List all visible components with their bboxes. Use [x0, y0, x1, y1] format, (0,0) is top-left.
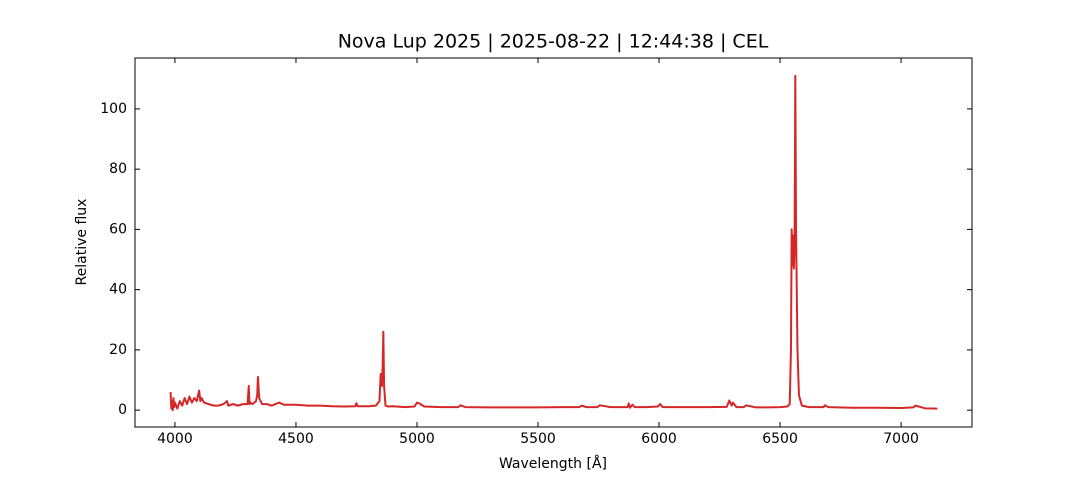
x-tick-label: 4000 — [157, 431, 193, 447]
x-axis-label: Wavelength [Å] — [499, 455, 607, 472]
x-tick-label: 6000 — [641, 431, 677, 447]
spectrum-line — [169, 74, 938, 412]
x-tick-label: 5500 — [520, 431, 556, 447]
x-tick-label: 5000 — [399, 431, 435, 447]
chart-title: Nova Lup 2025 | 2025-08-22 | 12:44:38 | … — [338, 31, 769, 53]
x-tick-label: 7000 — [883, 431, 919, 447]
y-tick-label: 60 — [109, 221, 127, 237]
x-tick-label: 6500 — [762, 431, 798, 447]
y-axis-label: Relative flux — [74, 199, 90, 286]
y-tick-label: 100 — [100, 101, 127, 117]
x-tick-label: 4500 — [278, 431, 314, 447]
y-tick-label: 40 — [109, 282, 127, 298]
y-tick-label: 20 — [109, 342, 127, 358]
plot-frame — [134, 57, 973, 428]
y-tick-label: 80 — [109, 161, 127, 177]
y-tick-label: 0 — [118, 402, 127, 418]
